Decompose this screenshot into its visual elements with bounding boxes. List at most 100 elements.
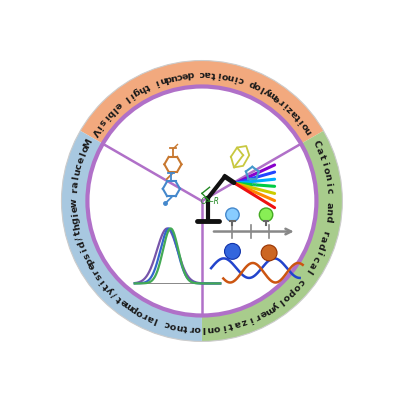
Text: l: l: [110, 105, 118, 113]
Text: i: i: [247, 314, 254, 324]
Text: i: i: [128, 90, 136, 100]
Text: c: c: [295, 277, 306, 287]
Text: M: M: [82, 138, 94, 150]
Text: r: r: [253, 311, 261, 321]
Text: o: o: [221, 70, 229, 80]
Text: n: n: [206, 324, 214, 333]
Text: c: c: [164, 319, 171, 329]
Text: r: r: [70, 187, 80, 193]
Text: e: e: [76, 156, 86, 165]
Text: c: c: [310, 254, 321, 263]
Text: d: d: [76, 239, 87, 249]
Text: p: p: [129, 303, 139, 314]
Text: r: r: [320, 229, 331, 236]
Text: i: i: [319, 161, 329, 166]
Circle shape: [225, 244, 240, 259]
Text: r: r: [141, 310, 149, 320]
Text: h: h: [72, 222, 82, 231]
Text: m: m: [123, 299, 136, 312]
Text: e: e: [181, 70, 189, 80]
Text: d: d: [164, 73, 173, 83]
Text: t: t: [102, 281, 112, 290]
Text: s: s: [81, 251, 92, 259]
Circle shape: [87, 86, 316, 316]
Text: g: g: [131, 86, 141, 97]
Text: V: V: [89, 125, 101, 137]
Text: O: O: [251, 182, 256, 187]
Text: t: t: [211, 69, 216, 79]
Circle shape: [259, 208, 273, 221]
Text: l: l: [277, 297, 284, 306]
Text: t: t: [227, 320, 234, 330]
Text: a: a: [307, 260, 318, 270]
Text: a: a: [318, 235, 329, 244]
Text: o: o: [300, 121, 311, 132]
Text: a: a: [204, 69, 211, 78]
Text: r: r: [277, 96, 286, 106]
Text: s: s: [94, 271, 104, 281]
Text: i: i: [282, 101, 290, 109]
Text: u: u: [72, 168, 83, 177]
Text: l: l: [78, 152, 88, 158]
Text: l: l: [202, 324, 205, 333]
Text: e: e: [272, 92, 282, 103]
Text: r: r: [90, 267, 100, 275]
Text: e: e: [87, 261, 98, 271]
Text: /: /: [111, 290, 119, 299]
Text: i: i: [233, 73, 239, 83]
Text: z: z: [285, 104, 295, 114]
Text: p: p: [84, 256, 95, 266]
Text: d: d: [187, 69, 194, 79]
Text: i: i: [314, 249, 323, 256]
Text: z: z: [240, 316, 248, 326]
Text: o: o: [290, 282, 301, 293]
Text: i: i: [221, 322, 226, 331]
Text: g: g: [71, 217, 81, 224]
Text: n: n: [158, 74, 167, 85]
Text: n: n: [226, 72, 235, 82]
Text: i: i: [323, 182, 333, 186]
Text: c: c: [199, 69, 205, 78]
Text: u: u: [169, 72, 178, 82]
Text: h: h: [136, 83, 147, 94]
Text: o: o: [253, 81, 262, 92]
Text: l: l: [153, 315, 159, 325]
Text: n: n: [324, 208, 334, 216]
Text: c: c: [324, 188, 334, 194]
Text: t: t: [316, 153, 327, 161]
Text: i: i: [297, 118, 306, 126]
Text: a: a: [145, 312, 155, 323]
Text: t: t: [182, 323, 188, 332]
Text: a: a: [71, 181, 80, 188]
Text: i: i: [79, 246, 89, 253]
Text: l: l: [304, 267, 313, 275]
Text: c: c: [74, 162, 84, 170]
Text: /: /: [75, 235, 85, 241]
Text: o: o: [194, 324, 201, 333]
Text: c: c: [237, 75, 245, 85]
Text: i: i: [101, 113, 110, 121]
Text: O—R: O—R: [201, 197, 220, 206]
Text: a: a: [233, 318, 242, 329]
Text: o: o: [80, 144, 91, 154]
Text: o: o: [213, 323, 221, 332]
Text: m: m: [262, 303, 275, 316]
Text: n: n: [322, 173, 332, 181]
Text: p: p: [247, 78, 257, 89]
Text: i: i: [98, 277, 107, 285]
Text: l: l: [72, 176, 81, 181]
Text: i: i: [94, 122, 103, 130]
Text: d: d: [323, 215, 333, 223]
Text: m: m: [266, 88, 279, 101]
Text: e: e: [70, 205, 79, 212]
Text: e: e: [113, 100, 123, 111]
Text: n: n: [175, 322, 183, 332]
Text: a: a: [325, 202, 334, 208]
Text: t: t: [143, 81, 151, 91]
Text: a: a: [289, 108, 300, 119]
Text: C: C: [310, 139, 322, 149]
Text: r: r: [188, 323, 194, 333]
Text: l: l: [123, 94, 131, 103]
Text: l: l: [259, 84, 266, 94]
Text: o: o: [169, 320, 177, 330]
